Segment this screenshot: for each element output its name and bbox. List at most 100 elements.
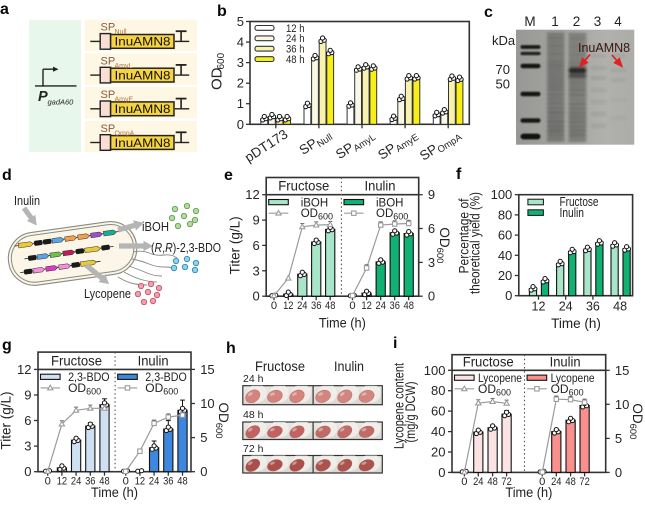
svg-text:Time (h): Time (h): [551, 316, 601, 331]
svg-text:InuAMN8: InuAMN8: [115, 35, 171, 49]
svg-text:9: 9: [24, 388, 31, 403]
svg-text:AmyL: AmyL: [115, 63, 133, 70]
svg-text:0: 0: [237, 117, 244, 132]
svg-text:2: 2: [573, 14, 581, 29]
svg-text:15: 15: [615, 363, 629, 378]
svg-text:Lycopene: Lycopene: [551, 371, 595, 385]
svg-text:24: 24: [559, 300, 573, 314]
svg-text:0: 0: [505, 288, 512, 303]
svg-text:24: 24: [473, 476, 483, 488]
svg-text:60: 60: [431, 404, 445, 419]
svg-text:3: 3: [594, 14, 602, 29]
svg-text:70: 70: [496, 62, 510, 77]
svg-text:AmyE: AmyE: [115, 97, 134, 104]
svg-text:iBOH: iBOH: [142, 220, 169, 234]
svg-text:12: 12: [532, 300, 546, 314]
svg-text:theoretical yield (%): theoretical yield (%): [468, 192, 483, 294]
svg-text:15: 15: [200, 362, 214, 377]
svg-text:Inulin: Inulin: [365, 178, 396, 194]
svg-text:1: 1: [237, 96, 244, 111]
svg-text:48: 48: [487, 476, 497, 488]
svg-text:36: 36: [85, 476, 95, 488]
svg-text:(R,R)-2,3-BDO: (R,R)-2,3-BDO: [151, 241, 221, 255]
svg-text:48 h: 48 h: [243, 409, 264, 421]
svg-text:1: 1: [551, 14, 559, 29]
svg-text:48: 48: [99, 476, 109, 488]
svg-text:24: 24: [71, 476, 81, 488]
svg-text:OD: OD: [209, 67, 226, 90]
svg-text:5: 5: [615, 431, 622, 446]
svg-text:OmpA: OmpA: [115, 130, 135, 137]
svg-text:SP: SP: [101, 123, 116, 135]
svg-text:100: 100: [424, 363, 446, 378]
svg-text:100: 100: [491, 187, 513, 202]
svg-text:9: 9: [252, 213, 259, 228]
svg-text:0: 0: [539, 476, 545, 488]
svg-text:12: 12: [57, 476, 67, 488]
svg-text:80: 80: [431, 383, 445, 398]
svg-text:3: 3: [24, 439, 31, 454]
svg-text:gadA60: gadA60: [48, 98, 75, 107]
svg-text:Fructose: Fructose: [51, 352, 102, 368]
svg-text:72: 72: [579, 476, 589, 488]
svg-text:48: 48: [613, 300, 627, 314]
svg-text:0: 0: [45, 476, 51, 488]
svg-text:i: i: [393, 335, 397, 352]
svg-text:OD600: OD600: [376, 208, 408, 222]
svg-text:a: a: [0, 1, 9, 18]
svg-text:2: 2: [237, 76, 244, 91]
svg-text:36: 36: [586, 300, 600, 314]
svg-text:0: 0: [349, 300, 355, 312]
svg-text:12: 12: [283, 300, 293, 312]
svg-text:Lycopene: Lycopene: [478, 371, 522, 385]
svg-text:4: 4: [237, 35, 244, 50]
svg-text:24 h: 24 h: [243, 373, 264, 385]
svg-text:Fructose: Fructose: [255, 359, 305, 374]
svg-text:80: 80: [498, 207, 512, 222]
svg-text:Fructose: Fructose: [278, 178, 329, 194]
svg-text:InuAMN8: InuAMN8: [578, 41, 630, 55]
svg-text:M: M: [524, 14, 535, 29]
svg-text:Null: Null: [115, 29, 128, 36]
svg-text:SP: SP: [101, 89, 116, 101]
svg-text:12: 12: [135, 476, 145, 488]
svg-text:h: h: [226, 340, 236, 357]
svg-text:12: 12: [17, 362, 31, 377]
svg-text:0: 0: [24, 464, 31, 479]
svg-text:48 h: 48 h: [286, 54, 305, 66]
svg-text:72 h: 72 h: [243, 443, 264, 455]
svg-text:0: 0: [461, 476, 467, 488]
svg-text:iBOH: iBOH: [301, 197, 328, 209]
svg-text:InuAMN8: InuAMN8: [115, 136, 171, 150]
svg-text:48: 48: [177, 476, 187, 488]
svg-text:36: 36: [163, 476, 173, 488]
svg-text:10: 10: [200, 396, 214, 411]
svg-text:20: 20: [431, 445, 445, 460]
svg-text:kDa: kDa: [492, 33, 516, 48]
svg-text:Inulin: Inulin: [14, 194, 40, 208]
svg-text:P: P: [38, 89, 48, 105]
svg-text:(mg/g DCW): (mg/g DCW): [403, 382, 418, 443]
svg-text:Titer (g/L): Titer (g/L): [0, 391, 14, 449]
svg-text:Time (h): Time (h): [505, 485, 552, 500]
svg-text:36 h: 36 h: [286, 44, 305, 56]
svg-text:Inulin: Inulin: [560, 205, 585, 220]
svg-text:40: 40: [431, 424, 445, 439]
svg-text:0: 0: [200, 464, 207, 479]
svg-text:Time (h): Time (h): [91, 485, 138, 500]
svg-text:0: 0: [123, 476, 129, 488]
svg-text:24: 24: [551, 476, 561, 488]
svg-text:3: 3: [428, 255, 435, 270]
svg-text:6: 6: [428, 221, 435, 236]
svg-text:Lycopene: Lycopene: [84, 287, 131, 301]
svg-text:SP: SP: [101, 22, 116, 34]
svg-text:InuAMN8: InuAMN8: [115, 102, 171, 116]
svg-text:SP: SP: [101, 55, 116, 67]
svg-text:g: g: [2, 337, 12, 354]
svg-text:36: 36: [311, 300, 321, 312]
svg-text:d: d: [2, 167, 12, 184]
svg-text:24 h: 24 h: [286, 33, 305, 45]
svg-text:5: 5: [200, 430, 207, 445]
svg-text:24: 24: [149, 476, 159, 488]
svg-text:40: 40: [498, 248, 512, 263]
